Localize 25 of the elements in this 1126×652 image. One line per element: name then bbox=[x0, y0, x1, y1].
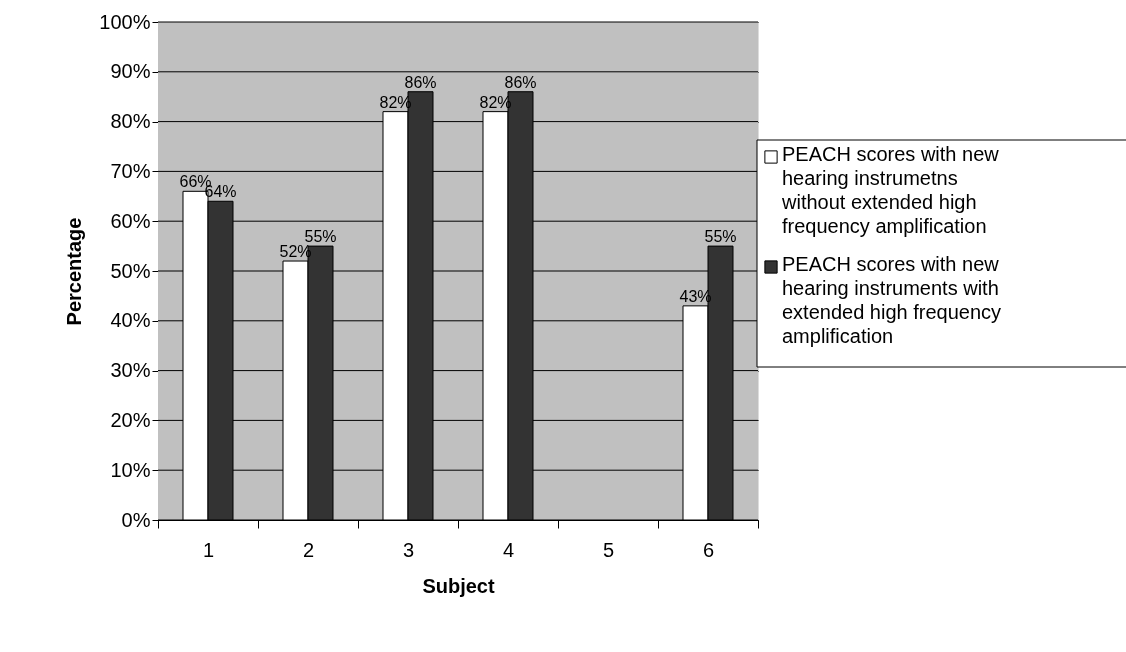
x-tick-label: 2 bbox=[302, 538, 315, 561]
x-tick-label: 6 bbox=[702, 538, 715, 561]
y-tick-label: 70% bbox=[110, 159, 151, 182]
y-tick-label: 50% bbox=[110, 259, 151, 282]
y-tick-label: 90% bbox=[110, 60, 151, 83]
data-label: 55% bbox=[304, 228, 337, 246]
x-tick-label: 3 bbox=[402, 538, 415, 561]
y-tick-label: 60% bbox=[110, 209, 151, 232]
x-axis-title: Subject bbox=[422, 574, 495, 597]
y-tick-label: 0% bbox=[121, 508, 151, 531]
x-tick-label: 5 bbox=[602, 538, 615, 561]
data-label: 86% bbox=[504, 73, 537, 91]
y-tick-label: 30% bbox=[110, 359, 151, 382]
legend-label: PEACH scores with new hearing instrumetns without extended high frequency amplification bbox=[781, 143, 1000, 237]
y-tick-label: 100% bbox=[99, 10, 151, 33]
y-tick-label: 10% bbox=[110, 458, 151, 481]
data-label: 55% bbox=[704, 228, 737, 246]
y-tick-label: 80% bbox=[110, 110, 151, 133]
data-label: 86% bbox=[404, 73, 437, 91]
x-tick-label: 1 bbox=[202, 538, 215, 561]
y-axis-title: Percentage bbox=[63, 217, 86, 326]
y-tick-label: 20% bbox=[110, 408, 151, 431]
x-tick-label: 4 bbox=[502, 538, 515, 561]
legend-label: PEACH scores with new hearing instruments with extended high frequency amplification bbox=[782, 253, 1002, 347]
y-tick-label: 40% bbox=[110, 309, 151, 332]
